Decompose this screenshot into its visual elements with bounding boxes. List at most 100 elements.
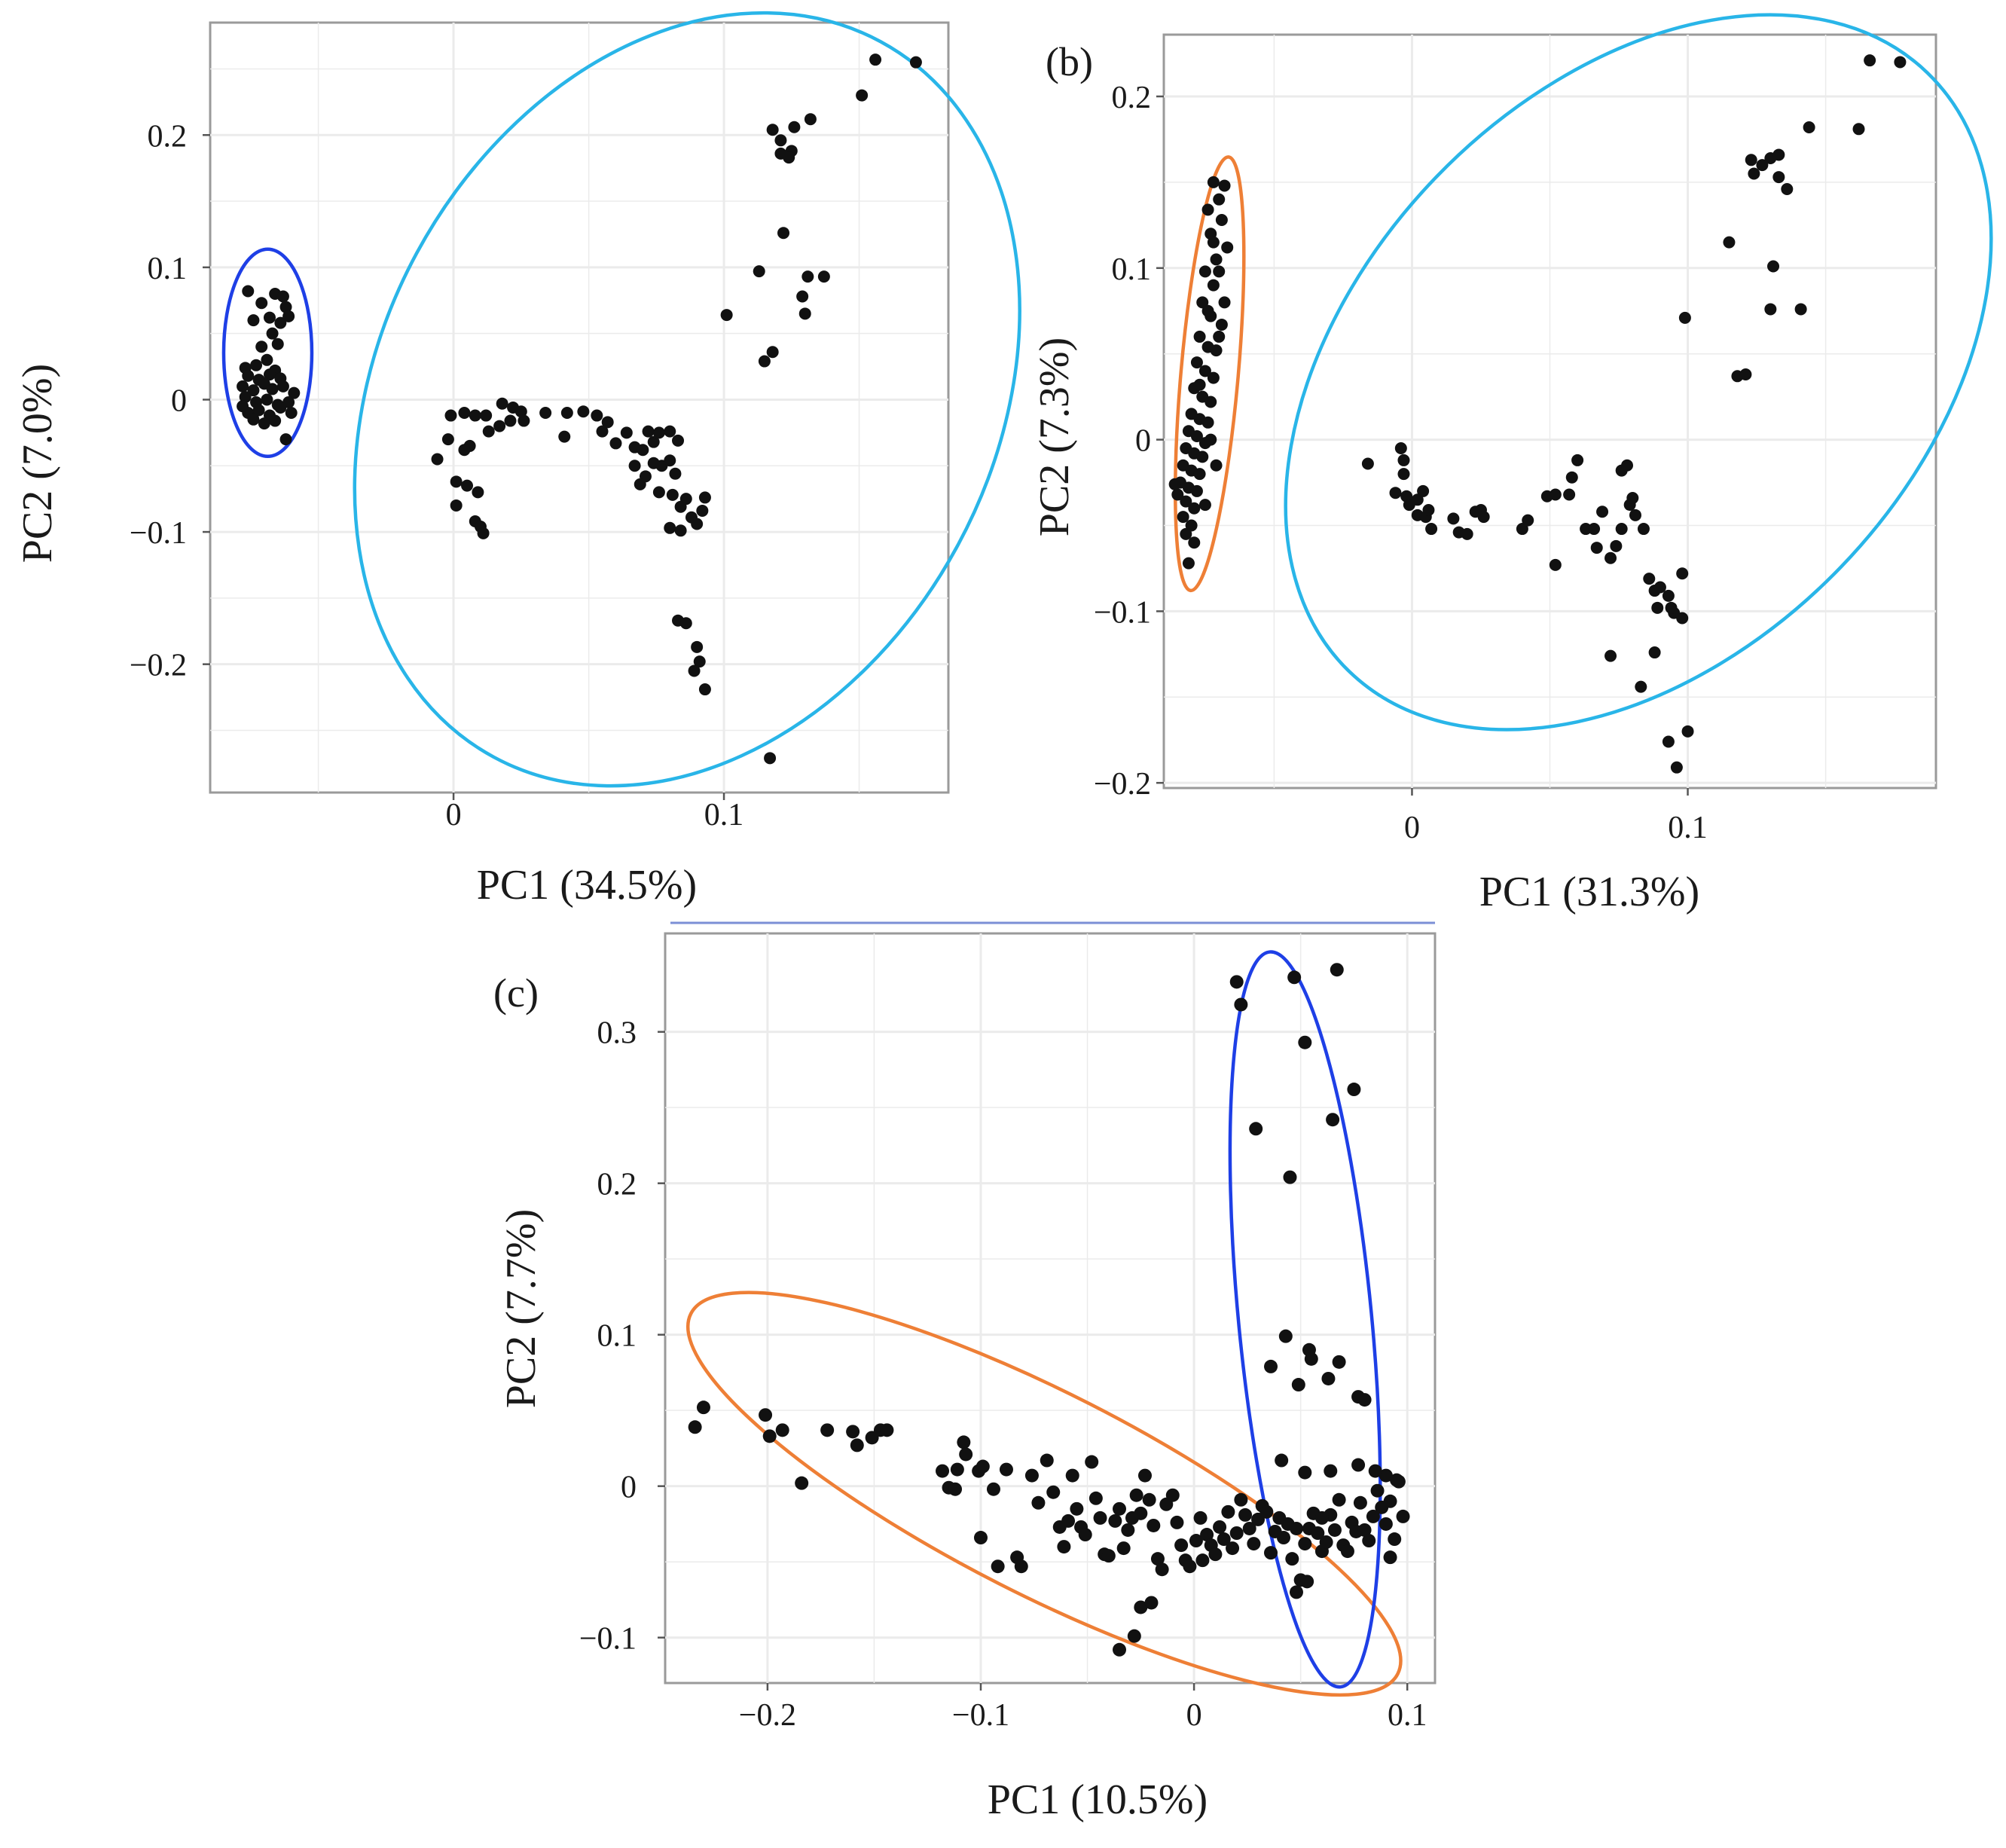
data-point xyxy=(609,437,622,450)
data-point xyxy=(1676,612,1689,625)
data-point xyxy=(1670,761,1683,774)
data-point xyxy=(693,655,706,668)
data-point xyxy=(1190,430,1203,443)
data-point xyxy=(1210,253,1223,266)
data-point xyxy=(957,1435,971,1449)
data-point xyxy=(1113,1642,1127,1657)
data-point xyxy=(263,368,276,381)
data-point xyxy=(1379,1517,1393,1531)
data-point xyxy=(1196,296,1209,309)
data-point xyxy=(688,1420,702,1434)
data-point xyxy=(1748,167,1760,180)
data-point xyxy=(1287,970,1302,985)
data-point xyxy=(1648,646,1661,659)
x-tick-label: 0 xyxy=(446,798,462,832)
data-point xyxy=(276,290,289,303)
data-point xyxy=(1174,1538,1189,1553)
data-point xyxy=(1739,368,1752,381)
data-point xyxy=(1155,1562,1169,1577)
data-point xyxy=(1221,241,1234,254)
data-point xyxy=(1289,1585,1303,1599)
data-point xyxy=(1565,471,1578,484)
data-point xyxy=(1208,1547,1223,1562)
data-point xyxy=(1379,1468,1393,1483)
panel-a: 0 0.1 −0.2 −0.1 0 0.1 0.2 PC1 (34.5%) PC2 (7.0… xyxy=(14,11,1021,909)
data-point xyxy=(1205,433,1217,446)
panel-a-gridlines xyxy=(210,23,948,793)
data-point xyxy=(1046,1485,1061,1499)
data-point xyxy=(1101,1549,1116,1563)
data-point xyxy=(1031,1495,1046,1510)
panel-b-label: (b) xyxy=(1046,39,1093,84)
data-point xyxy=(664,425,676,438)
panel-c: −0.2 −0.1 0 0.1 −0.1 0 0.1 0.2 0.3 (c) PC1 (10.5… xyxy=(493,921,1437,1823)
cluster-ellipse xyxy=(1284,13,1993,732)
data-point xyxy=(1794,303,1807,316)
data-point xyxy=(458,444,471,457)
data-point xyxy=(1193,330,1206,343)
panel-c-gridlines xyxy=(665,933,1435,1683)
data-point xyxy=(1368,1464,1382,1478)
data-point xyxy=(279,301,292,313)
data-point xyxy=(1014,1559,1028,1574)
data-point xyxy=(1193,1510,1208,1525)
data-point xyxy=(1604,551,1617,564)
data-point xyxy=(1651,601,1664,614)
data-point xyxy=(1629,509,1641,521)
data-point xyxy=(247,384,260,397)
data-point xyxy=(1196,451,1209,463)
data-point xyxy=(1247,1537,1261,1551)
data-point xyxy=(1681,725,1694,738)
data-point xyxy=(1193,378,1206,391)
y-tick-label: −0.2 xyxy=(1094,767,1151,802)
data-point xyxy=(271,338,284,350)
data-point xyxy=(1662,735,1675,748)
data-point xyxy=(775,1423,789,1437)
data-point xyxy=(1238,1507,1253,1522)
data-point xyxy=(1357,1393,1372,1407)
data-point xyxy=(1425,523,1438,536)
data-point xyxy=(774,134,787,147)
data-point xyxy=(1147,1518,1161,1532)
data-point xyxy=(266,327,279,340)
y-tick-label: 0.2 xyxy=(148,119,188,154)
x-tick-label: 0.1 xyxy=(1668,811,1708,845)
data-point xyxy=(795,1476,809,1490)
data-point xyxy=(1662,589,1675,602)
data-point xyxy=(1772,148,1785,161)
data-point xyxy=(1580,523,1592,536)
data-point xyxy=(274,402,287,414)
data-point xyxy=(762,1429,777,1443)
panel-c-x-axis-label: PC1 (10.5%) xyxy=(988,1776,1208,1823)
data-point xyxy=(1127,1629,1141,1643)
data-point xyxy=(1745,154,1757,166)
panel-c-ticks: −0.2 −0.1 0 0.1 −0.1 0 0.1 0.2 0.3 xyxy=(579,1016,1427,1733)
panel-a-points xyxy=(237,53,922,765)
panel-a-ticks: 0 0.1 −0.2 −0.1 0 0.1 0.2 xyxy=(130,119,743,832)
data-point xyxy=(496,397,508,410)
data-point xyxy=(1057,1540,1071,1554)
data-point xyxy=(1185,519,1198,532)
data-point xyxy=(1078,1528,1092,1542)
data-point xyxy=(1207,236,1220,249)
data-point xyxy=(1065,1468,1079,1483)
data-point xyxy=(999,1462,1013,1477)
data-point xyxy=(1590,542,1603,554)
data-point xyxy=(261,393,273,406)
data-point xyxy=(820,1423,835,1437)
data-point xyxy=(255,341,268,353)
data-point xyxy=(1190,484,1203,497)
data-point xyxy=(1383,1494,1397,1508)
y-tick-label: 0.3 xyxy=(597,1016,637,1051)
panel-c-label: (c) xyxy=(493,970,539,1016)
data-point xyxy=(1621,459,1633,472)
data-point xyxy=(909,56,922,69)
x-tick-label: 0.1 xyxy=(704,798,744,832)
data-point xyxy=(1764,303,1777,316)
data-point xyxy=(431,453,444,466)
data-point xyxy=(1229,975,1244,989)
data-point xyxy=(1180,527,1192,540)
data-point xyxy=(880,1423,894,1437)
y-tick-label: −0.1 xyxy=(1094,595,1151,630)
